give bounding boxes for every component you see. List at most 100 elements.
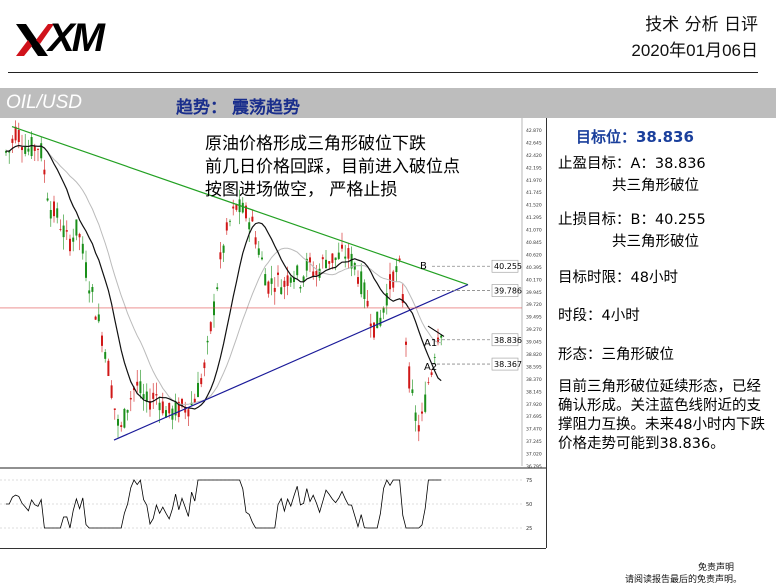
y-tick-label: 42.870 xyxy=(526,128,542,134)
trend-value: 震荡趋势 xyxy=(232,98,300,118)
y-tick-label: 40.845 xyxy=(526,240,542,246)
annotation-line-1: 原油价格形成三角形破位下跌 xyxy=(205,134,426,154)
candle-body xyxy=(184,407,187,413)
candle-body xyxy=(193,398,196,404)
candle-body xyxy=(331,253,334,263)
triangle-lower-line xyxy=(113,284,469,441)
level-box xyxy=(491,259,519,273)
y-tick-label: 39.270 xyxy=(526,327,542,333)
projection-arrow xyxy=(427,325,445,337)
xm-logo: XM xyxy=(14,16,114,62)
candle-body xyxy=(213,301,215,316)
candle-body xyxy=(59,228,62,230)
level-tag: A2 xyxy=(424,362,437,373)
candle-body xyxy=(123,408,126,428)
y-tick-label: 39.720 xyxy=(526,302,542,308)
trend-label: 趋势： xyxy=(176,98,227,118)
candle-body xyxy=(376,311,379,329)
candle-body xyxy=(318,268,321,278)
candle-body xyxy=(97,314,100,322)
candle-body xyxy=(91,287,94,292)
candle-body xyxy=(126,409,129,413)
candle-body xyxy=(14,126,17,141)
time-limit: 目标时限：48小时 xyxy=(558,270,678,286)
candle-body xyxy=(78,233,81,238)
moving-average xyxy=(6,144,442,410)
candle-body xyxy=(289,277,292,283)
y-tick-label: 41.970 xyxy=(526,178,542,184)
y-tick-label: 39.945 xyxy=(526,290,542,296)
y-tick-label: 38.145 xyxy=(526,389,542,395)
candle-body xyxy=(139,381,142,394)
candle-body xyxy=(145,391,148,402)
candle-body xyxy=(337,252,340,259)
y-tick-label: 38.370 xyxy=(526,377,542,383)
candle-body xyxy=(49,209,52,219)
candle-body xyxy=(325,259,327,268)
candle-body xyxy=(5,151,7,153)
candle-body xyxy=(222,245,225,253)
y-tick-label: 41.520 xyxy=(526,203,542,209)
candle-body xyxy=(379,317,382,326)
candle-body xyxy=(11,138,14,143)
candle-body xyxy=(72,237,75,242)
candle-body xyxy=(120,425,123,427)
y-tick-label: 39.495 xyxy=(526,315,542,321)
candle-body xyxy=(408,366,411,389)
candle-body xyxy=(254,237,257,245)
candle-body xyxy=(75,219,78,236)
y-tick-label: 38.595 xyxy=(526,364,542,370)
candle-body xyxy=(347,248,350,259)
indicator-tick-label: 75 xyxy=(526,478,532,484)
candle-body xyxy=(56,208,59,218)
candle-body xyxy=(110,385,113,398)
candle-body xyxy=(334,257,337,261)
candle-body xyxy=(235,204,238,210)
level-box xyxy=(491,284,519,297)
candle-body xyxy=(293,277,295,283)
candle-body xyxy=(277,272,279,275)
candle-body xyxy=(241,202,244,213)
candle-body xyxy=(187,409,190,417)
candle-body xyxy=(424,394,427,412)
candle-body xyxy=(216,287,219,290)
candle-body xyxy=(181,398,183,407)
candle-body xyxy=(229,220,231,222)
take-profit-target: 止盈目标：A：38.836 xyxy=(558,156,706,172)
candle-body xyxy=(88,290,91,294)
candle-body xyxy=(104,352,107,359)
candle-body xyxy=(437,337,439,344)
candle-body xyxy=(113,408,116,410)
candle-body xyxy=(421,411,423,414)
candle-body xyxy=(312,271,315,277)
candle-body xyxy=(197,382,199,397)
candle-body xyxy=(206,340,209,343)
candle-body xyxy=(296,265,299,276)
candle-body xyxy=(398,258,401,261)
logo-text: XM xyxy=(48,16,105,60)
candle-body xyxy=(65,230,68,232)
level-box xyxy=(491,357,519,371)
candle-body xyxy=(401,294,404,303)
candle-body xyxy=(165,410,167,418)
candle-body xyxy=(203,362,206,369)
y-tick-label: 40.170 xyxy=(526,277,542,283)
candle-body xyxy=(261,257,263,260)
candle-body xyxy=(33,145,36,151)
chart-annotation: 原油价格形成三角形破位下跌 前几日价格回踩，目前进入破位点 按图进场做空， 严格… xyxy=(205,133,460,202)
candle-body xyxy=(209,322,212,332)
candle-body xyxy=(248,222,251,230)
pattern: 形态：三角形破位 xyxy=(558,347,674,363)
y-tick-label: 41.745 xyxy=(526,190,542,196)
candle-body xyxy=(219,252,222,260)
candle-body xyxy=(305,258,308,271)
candle-body xyxy=(257,248,260,255)
candle-body xyxy=(177,401,180,418)
candle-body xyxy=(321,257,324,260)
candle-body xyxy=(174,401,177,416)
level-value: 40.255 xyxy=(494,262,522,271)
candle-body xyxy=(273,287,276,292)
candle-body xyxy=(62,225,65,238)
price-chart: 42.870 42.645 42.420 42.195 41.970 41.745 41.5… xyxy=(0,118,547,548)
candle-body xyxy=(363,282,366,299)
